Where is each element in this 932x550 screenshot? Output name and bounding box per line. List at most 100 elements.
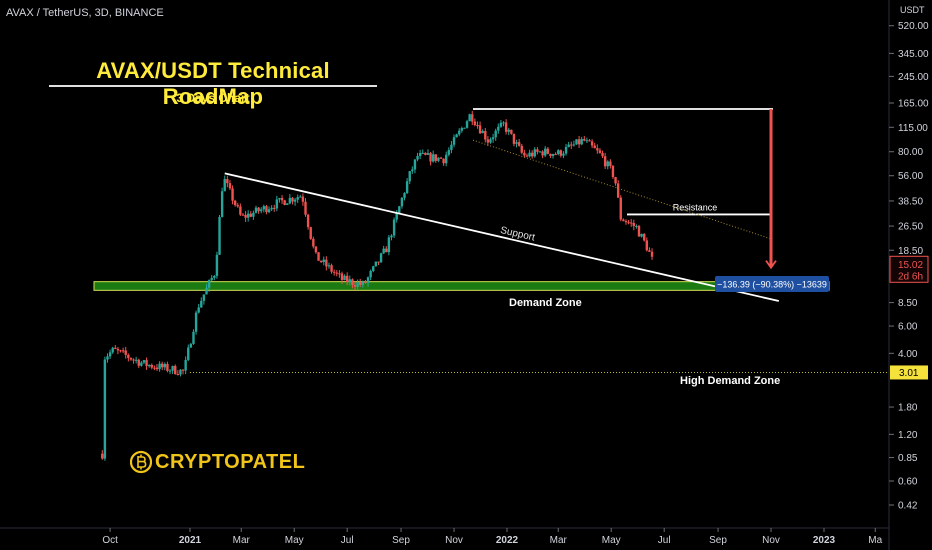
candle-body bbox=[267, 209, 271, 213]
candle-body bbox=[121, 350, 125, 352]
candle-body bbox=[377, 261, 380, 263]
candle-body bbox=[246, 213, 250, 218]
candle-body bbox=[299, 196, 302, 198]
high-demand-price-tag[interactable] bbox=[890, 365, 928, 380]
candle-body bbox=[187, 347, 190, 360]
price-tick-label: 115.00 bbox=[898, 123, 928, 134]
candle-body bbox=[598, 150, 602, 153]
candle-body bbox=[228, 183, 232, 189]
candle-body bbox=[288, 197, 292, 204]
candle-body bbox=[132, 359, 135, 361]
chart-title-box: AVAX/USDT Technical RoadMap bbox=[48, 58, 378, 110]
candle-body bbox=[585, 140, 589, 142]
candle-body bbox=[301, 196, 305, 202]
candle-body bbox=[296, 197, 299, 200]
price-tick-label: 80.00 bbox=[898, 147, 923, 158]
candle-body bbox=[379, 253, 383, 263]
time-tick-label: 2023 bbox=[813, 535, 836, 546]
candle-body bbox=[551, 154, 555, 156]
price-axis[interactable]: 520.00 345.00 245.00 165.00 115.00 80.00 56.00… bbox=[888, 0, 929, 550]
candle-body bbox=[111, 347, 114, 353]
candle-body bbox=[163, 363, 167, 368]
candle-body bbox=[515, 142, 518, 144]
support-trendline[interactable] bbox=[224, 172, 780, 302]
candle-body bbox=[327, 265, 331, 267]
candle-body bbox=[270, 207, 273, 210]
candle-body bbox=[280, 197, 284, 201]
candle-body bbox=[494, 130, 497, 138]
last-price-tag[interactable] bbox=[889, 255, 929, 283]
candle-body bbox=[520, 145, 523, 153]
time-axis[interactable]: Oct 2021 Mar May Jul Sep Nov 2022 Mar May Jul Sep No… bbox=[0, 527, 889, 546]
candle-body bbox=[244, 214, 247, 218]
candle-body bbox=[465, 121, 469, 128]
axis-currency-label[interactable]: USDT bbox=[900, 5, 925, 15]
time-tick-label: May bbox=[602, 535, 621, 546]
candle-body bbox=[106, 356, 109, 360]
symbol-title[interactable]: AVAX / TetherUS, 3D, BINANCE bbox=[6, 7, 164, 19]
candle-body bbox=[629, 222, 633, 224]
candle-body bbox=[481, 130, 484, 134]
zones-layer bbox=[93, 281, 889, 373]
candles-layer bbox=[101, 110, 654, 461]
candle-body bbox=[213, 275, 216, 278]
candle-body bbox=[351, 279, 354, 286]
candle-body bbox=[239, 206, 242, 215]
candle-body bbox=[473, 121, 477, 126]
candle-body bbox=[627, 222, 630, 224]
price-tick-label: 56.00 bbox=[898, 171, 923, 182]
candle-body bbox=[593, 145, 596, 149]
candle-body bbox=[184, 359, 187, 371]
measure-label: −136.39 (−90.38%) −13639 bbox=[717, 280, 827, 290]
candle-body bbox=[609, 161, 612, 166]
candle-body bbox=[484, 130, 487, 140]
candle-body bbox=[583, 138, 586, 141]
candle-body bbox=[562, 153, 565, 156]
bitcoin-coin-icon bbox=[130, 450, 152, 474]
time-tick-label: Mar bbox=[550, 535, 568, 546]
candle-body bbox=[478, 125, 482, 134]
candle-body bbox=[603, 156, 607, 167]
candle-body bbox=[330, 265, 333, 272]
candle-body bbox=[596, 148, 599, 151]
cryptopatel-logo: CRYPTOPATEL bbox=[130, 447, 305, 477]
time-tick-label: Sep bbox=[709, 535, 727, 546]
candle-body bbox=[119, 350, 122, 352]
candle-body bbox=[640, 233, 643, 237]
candle-body bbox=[590, 141, 594, 146]
candle-body bbox=[108, 352, 112, 357]
candle-body bbox=[194, 312, 198, 332]
candle-body bbox=[114, 347, 117, 349]
candle-body bbox=[345, 275, 349, 283]
price-tick-label: 26.50 bbox=[898, 222, 923, 233]
candle-body bbox=[361, 281, 365, 285]
candle-body bbox=[616, 183, 620, 198]
candle-body bbox=[554, 154, 557, 156]
price-tick-label: 245.00 bbox=[898, 72, 929, 83]
candle-body bbox=[372, 266, 375, 271]
candle-body bbox=[233, 200, 237, 206]
candle-body bbox=[312, 238, 315, 247]
candle-body bbox=[103, 359, 107, 459]
time-tick-label: Mar bbox=[233, 535, 251, 546]
candle-body bbox=[134, 359, 138, 361]
candle-body bbox=[614, 177, 617, 184]
candle-body bbox=[124, 350, 127, 355]
candle-body bbox=[619, 197, 622, 220]
candle-body bbox=[359, 282, 362, 285]
candle-body bbox=[348, 279, 352, 283]
candle-body bbox=[580, 138, 583, 145]
candle-body bbox=[408, 171, 411, 182]
candle-body bbox=[278, 197, 281, 200]
price-tick-label: 6.00 bbox=[898, 322, 918, 333]
candle-body bbox=[541, 151, 544, 156]
candle-body bbox=[210, 277, 213, 281]
candle-body bbox=[241, 214, 245, 216]
candle-body bbox=[437, 157, 440, 161]
high-demand-zone-label: High Demand Zone bbox=[680, 375, 781, 387]
time-tick-label: 2022 bbox=[496, 535, 519, 546]
candle-body bbox=[403, 193, 406, 198]
price-tick-label: 0.60 bbox=[898, 476, 918, 487]
